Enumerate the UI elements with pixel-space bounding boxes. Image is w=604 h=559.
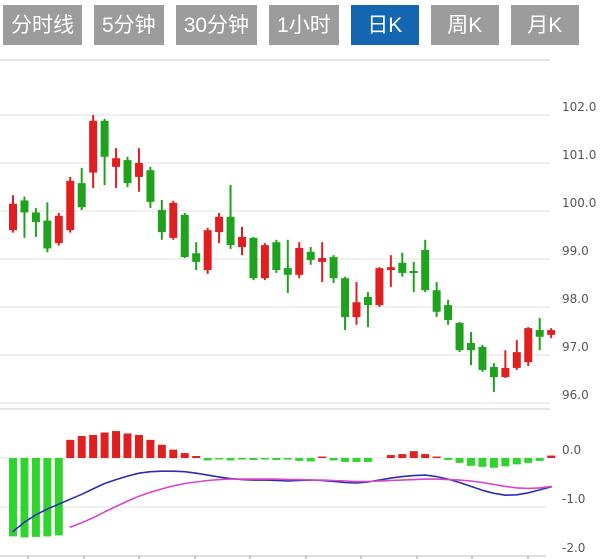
macd-axis-label: -1.0	[562, 492, 585, 506]
macd-axis-label: -2.0	[562, 541, 585, 555]
candles-layer	[9, 115, 556, 392]
tab-timeline[interactable]: 分时线	[3, 5, 82, 45]
tab-1hour[interactable]: 1小时	[269, 5, 339, 45]
macd-gridlines	[0, 408, 550, 557]
price-axis-label: 102.0	[562, 100, 596, 114]
tab-monthly-k[interactable]: 月K	[510, 5, 579, 45]
macd-histogram	[9, 431, 556, 538]
price-axis-label: 96.0	[562, 388, 589, 402]
timeframe-tabbar: 分时线 5分钟 30分钟 1小时 日K 周K 月K	[0, 0, 604, 55]
price-axis-label: 101.0	[562, 148, 596, 162]
price-gridlines	[0, 59, 550, 404]
tab-30min[interactable]: 30分钟	[175, 5, 258, 45]
price-axis-label: 100.0	[562, 196, 596, 210]
macd-axis-label: 0.0	[562, 443, 581, 457]
dea-line	[69, 478, 552, 528]
y-axis-labels: 102.0 101.0 100.0 99.0 98.0 97.0 96.0 0.0 -1.0 -2…	[562, 100, 596, 555]
tab-weekly-k[interactable]: 周K	[430, 5, 499, 45]
candlestick-chart[interactable]: 102.0 101.0 100.0 99.0 98.0 97.0 96.0 0.0 -1.0 -2…	[0, 55, 604, 559]
price-axis-label: 97.0	[562, 340, 589, 354]
tab-daily-k[interactable]: 日K	[350, 5, 419, 45]
price-axis-label: 99.0	[562, 244, 589, 258]
price-axis-label: 98.0	[562, 292, 589, 306]
tab-5min[interactable]: 5分钟	[94, 5, 164, 45]
dif-line	[12, 470, 552, 533]
